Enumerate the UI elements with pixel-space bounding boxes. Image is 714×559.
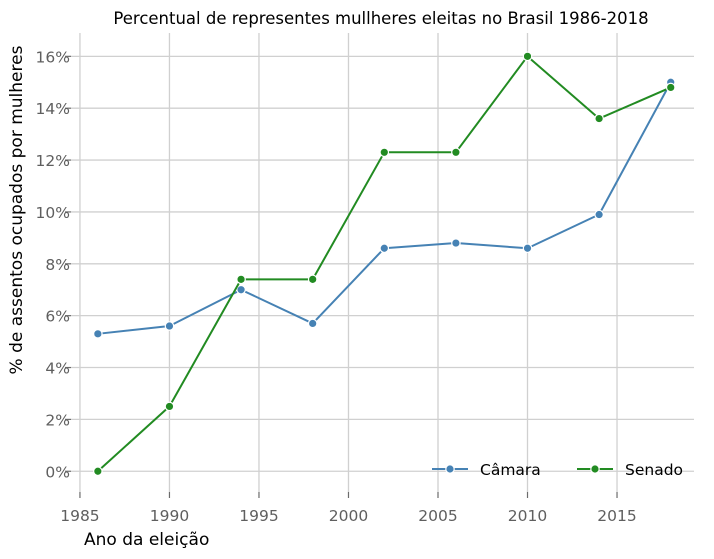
legend-label: Câmara xyxy=(480,461,541,479)
data-point xyxy=(594,113,604,124)
series xyxy=(93,51,676,477)
x-axis-label: Ano da eleição xyxy=(84,530,209,550)
grid xyxy=(71,33,694,492)
series-1 xyxy=(93,51,676,477)
y-tick-label: 10% xyxy=(36,204,70,222)
y-tick-label: 6% xyxy=(45,308,70,326)
data-point xyxy=(236,274,246,285)
data-point xyxy=(451,147,461,158)
data-point xyxy=(451,238,461,248)
x-tick-label: 2010 xyxy=(508,507,547,525)
legend: Câmara Senado xyxy=(432,461,683,479)
y-tick-label: 8% xyxy=(45,256,70,274)
series-0 xyxy=(93,77,676,339)
x-tick-label: 1995 xyxy=(239,507,278,525)
data-point xyxy=(522,51,533,62)
y-tick-label: 2% xyxy=(45,411,70,429)
y-axis-tick-labels: 0% 2% 4% 6% 8% 10% 12% 14% 16% xyxy=(36,48,70,481)
chart-title: Percentual de representes mullheres elei… xyxy=(113,9,648,28)
x-tick-label: 2000 xyxy=(329,507,368,525)
x-tick-label: 2015 xyxy=(597,507,636,525)
legend-label: Senado xyxy=(625,461,683,479)
data-point xyxy=(522,243,533,254)
y-tick-label: 14% xyxy=(36,100,70,118)
series-line xyxy=(97,81,672,335)
legend-marker xyxy=(445,464,455,474)
data-point xyxy=(665,82,676,93)
data-point xyxy=(379,147,390,158)
legend-marker xyxy=(590,464,600,474)
y-tick-label: 4% xyxy=(45,360,70,378)
y-tick-label: 12% xyxy=(36,152,70,170)
data-point xyxy=(379,243,390,254)
y-axis-label: % de assentos ocupados por mulheres xyxy=(7,45,27,374)
axis-ticks xyxy=(65,55,618,498)
data-point xyxy=(307,318,318,329)
x-tick-label: 1985 xyxy=(60,507,99,525)
data-point xyxy=(164,321,175,331)
data-point xyxy=(236,284,246,295)
x-tick-label: 1990 xyxy=(150,507,189,525)
x-axis-tick-labels: 1985 1990 1995 2000 2005 2010 2015 xyxy=(60,507,637,525)
x-tick-label: 2005 xyxy=(418,507,457,525)
data-point xyxy=(164,401,175,412)
data-point xyxy=(307,274,318,285)
y-tick-label: 0% xyxy=(45,463,70,481)
data-point xyxy=(93,329,103,339)
y-tick-label: 16% xyxy=(36,48,70,66)
data-point xyxy=(594,209,604,220)
data-point xyxy=(93,466,103,477)
